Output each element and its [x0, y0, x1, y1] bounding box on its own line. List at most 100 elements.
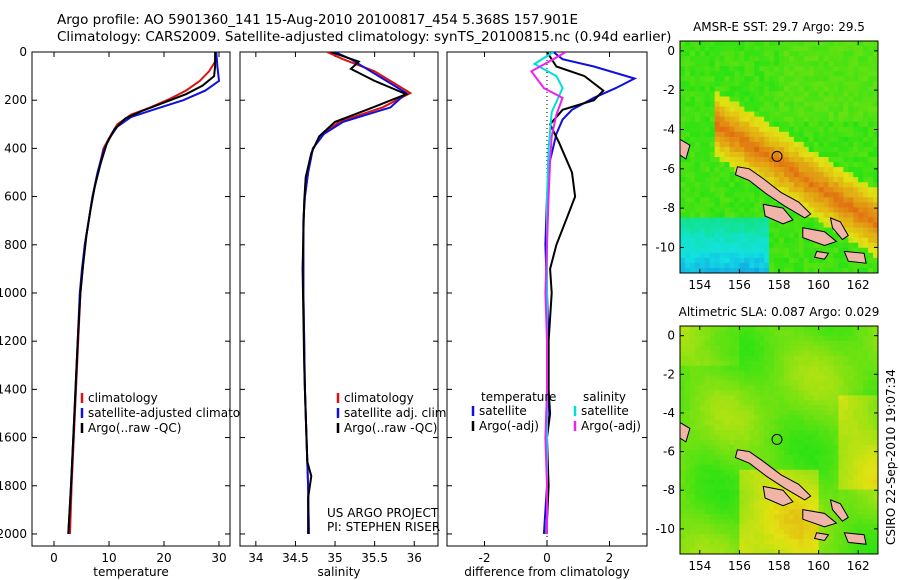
map_sla-cell [769, 509, 775, 515]
map_sla-cell [764, 529, 770, 535]
depth-tick-label: 1600 [0, 431, 27, 445]
map_sst-title: AMSR-E SST: 29.7 Argo: 29.5 [693, 20, 865, 34]
map_sst-cell [868, 101, 874, 107]
map_sst-cell [823, 212, 829, 218]
map_sla-cell [868, 514, 874, 520]
map_sst-cell [749, 141, 755, 148]
map_sla-cell [680, 444, 686, 451]
map_sla-cell [813, 340, 819, 347]
map_sst-cell [828, 81, 834, 87]
map_sst-cell [724, 121, 730, 128]
map_sst-cell [724, 222, 730, 229]
map_sst-cell [774, 252, 780, 259]
map_sla-cell [689, 360, 696, 367]
map_sst-cell [833, 136, 839, 143]
map_sla-cell [779, 549, 785, 554]
map_sla-cell [808, 449, 815, 456]
map_sst-cell [779, 46, 785, 52]
map_sst-cell [694, 212, 701, 218]
map_sst-cell [863, 151, 869, 158]
map_sst-cell [769, 121, 775, 128]
map_sst-cell [709, 151, 716, 158]
map_sla-cell [694, 420, 701, 426]
map_sst-cell [719, 126, 725, 133]
map_sst-cell [848, 121, 854, 128]
map_sst-cell [729, 162, 735, 168]
map_sst-cell [759, 192, 765, 198]
map_sla-cell [853, 330, 859, 337]
map_sla-cell [868, 395, 874, 401]
map_sst-cell [704, 182, 711, 188]
map_sst-cell [858, 56, 864, 62]
map_sst-cell [734, 242, 740, 249]
map_sst-cell [769, 96, 775, 102]
depth-tick-label: 800 [4, 238, 27, 252]
map_sla-cell [803, 345, 810, 352]
map_sla-cell [709, 425, 716, 431]
map_sst-cell [714, 106, 720, 113]
map_sst-cell [714, 167, 720, 173]
map_sla-cell [833, 340, 839, 347]
map_sst-cell [873, 111, 878, 118]
map_sst-cell [803, 172, 810, 178]
map_sla-cell [779, 440, 785, 446]
map_sla-cell [754, 385, 760, 391]
map_sst-cell [779, 66, 785, 72]
map_sla-cell [704, 454, 711, 461]
map_sst-cell [803, 41, 810, 47]
map_sla-cell [873, 489, 878, 495]
map_sst-cell [793, 146, 800, 153]
map_sla-cell [779, 345, 785, 352]
map_sst-cell [848, 212, 854, 218]
map_sla-cell [704, 425, 711, 431]
map_sst-cell [853, 217, 859, 223]
map_sla-cell [833, 549, 839, 554]
map_sla-cell [729, 400, 735, 406]
map_sst-cell [828, 182, 834, 188]
map_sst-cell [813, 61, 819, 67]
map_sla-cell [709, 494, 716, 500]
map_sla-cell [833, 519, 839, 525]
map_sst-cell [774, 227, 780, 234]
map_sst-cell [724, 51, 730, 57]
map_sst-cell [709, 51, 716, 57]
map_sla-cell [769, 454, 775, 461]
map_sst-cell [808, 202, 815, 208]
map_sla-island [829, 499, 849, 522]
map_sst-cell [769, 56, 775, 62]
map_sst-cell [863, 262, 869, 269]
map_sla-cell [749, 534, 755, 540]
map_sla-cell [863, 390, 869, 396]
map_sla-cell [694, 355, 701, 362]
map_sst-cell [808, 151, 815, 158]
map_sla-cell [818, 420, 824, 426]
map_sla-cell [833, 395, 839, 401]
map_sla-cell [699, 519, 706, 525]
map_sla-cell [779, 365, 785, 372]
map_sla-cell [774, 345, 780, 352]
map_sst-cell [744, 66, 750, 72]
map_sla-island [813, 532, 830, 542]
map_sst-cell [709, 101, 716, 107]
map_sst-cell [719, 237, 725, 244]
map_sst-cell [779, 187, 785, 193]
map_sst-cell [684, 202, 691, 208]
map_sst-cell [709, 136, 716, 143]
map_sla-cell [744, 395, 750, 401]
map_sla-cell [863, 435, 869, 441]
map_sla-cell [828, 464, 834, 471]
map_sst-cell [769, 101, 775, 107]
map_sst-cell [754, 136, 760, 143]
map_sla-cell [833, 390, 839, 396]
map_sla-cell [858, 499, 864, 505]
map_sst-cell [744, 247, 750, 254]
map_sst-cell [774, 76, 780, 82]
map_sst-cell [724, 151, 730, 158]
map_sla-cell [858, 474, 864, 481]
map_sla-cell [838, 410, 844, 416]
map_sla-cell [788, 549, 795, 554]
map_sla-cell [808, 420, 815, 426]
map_sst-cell [769, 167, 775, 173]
map_sla-cell [843, 375, 849, 381]
map_sst-cell [719, 151, 725, 158]
